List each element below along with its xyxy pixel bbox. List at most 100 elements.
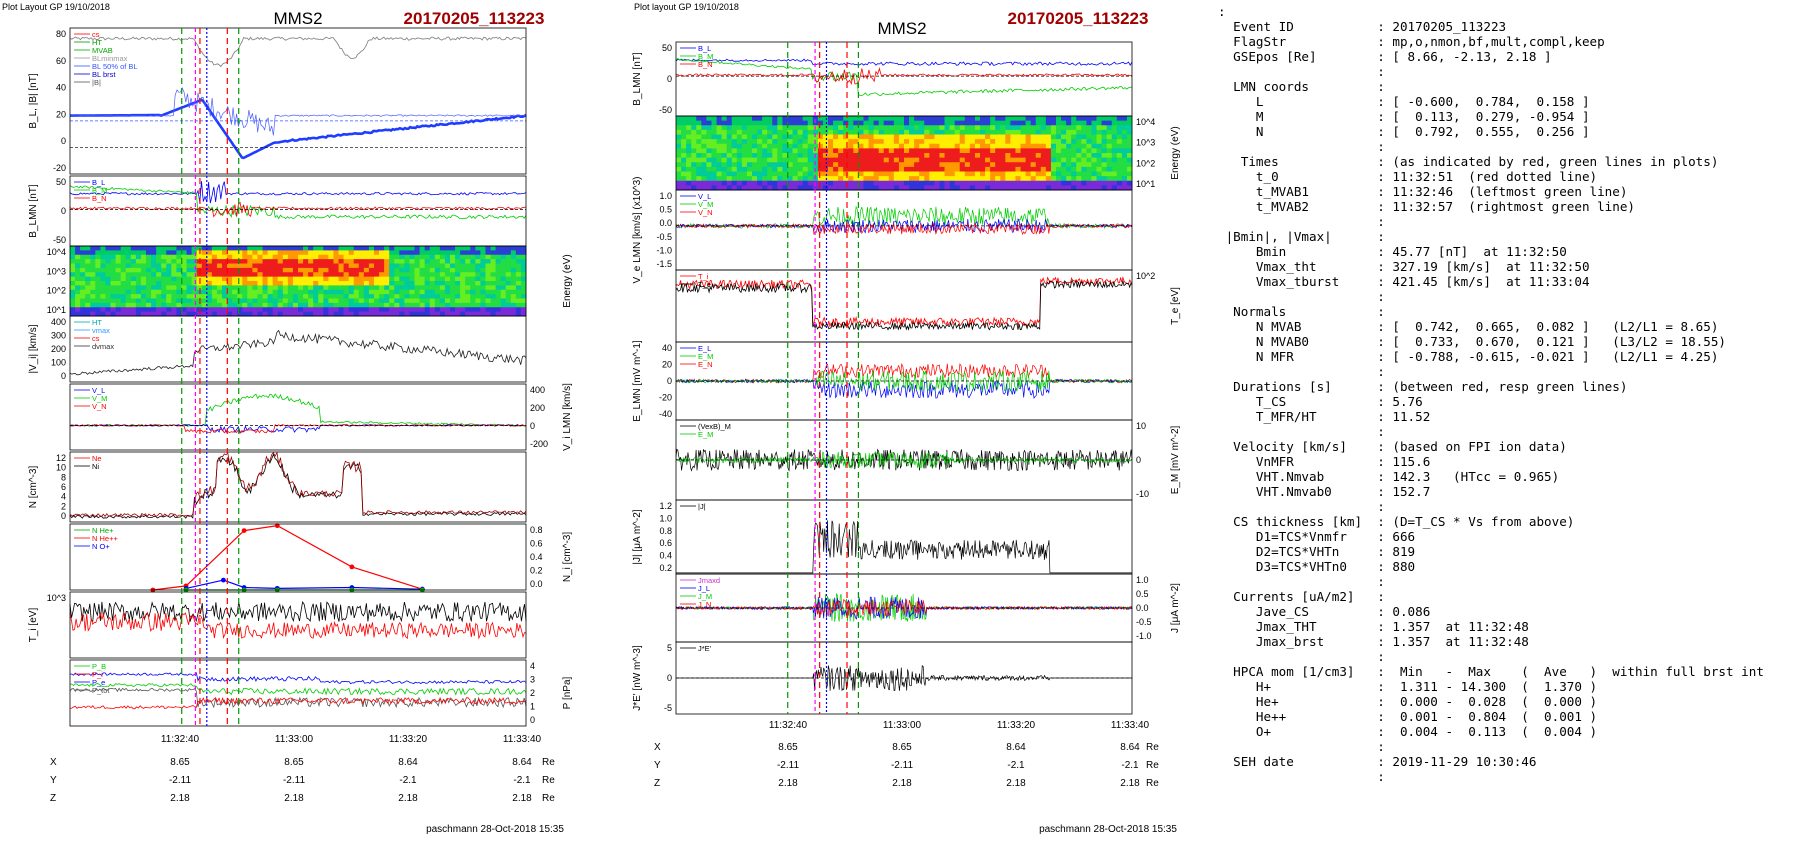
heat-cell <box>893 162 900 168</box>
heat-cell <box>414 259 420 264</box>
event-summary-panel: : Event ID : 20170205_113223 FlagStr : m… <box>1218 4 1798 804</box>
heat-cell <box>696 116 702 122</box>
heat-cell <box>490 254 496 260</box>
heat-cell <box>1035 157 1042 163</box>
heat-cell <box>115 294 122 299</box>
heat-cell <box>272 263 279 269</box>
heat-cell <box>828 153 834 159</box>
heat-cell <box>282 276 289 282</box>
heat-cell <box>1101 139 1108 145</box>
heat-cell <box>1066 116 1072 122</box>
heat-cell <box>191 272 198 278</box>
heat-cell <box>817 180 824 186</box>
heat-cell <box>146 254 152 260</box>
heat-cell <box>272 259 279 264</box>
heat-cell <box>893 129 900 135</box>
heat-cell <box>731 185 738 191</box>
heat-cell <box>272 272 279 278</box>
heat-cell <box>1101 180 1108 186</box>
heat-cell <box>181 307 187 313</box>
heat-cell <box>495 254 502 260</box>
heat-cell <box>893 139 900 145</box>
heat-cell <box>313 254 319 260</box>
R3-legend-entry: V_M <box>698 200 713 209</box>
heat-cell <box>924 176 930 182</box>
R8-ytick: -1.0 <box>1136 631 1152 641</box>
heat-cell <box>444 285 451 291</box>
heat-cell <box>1045 162 1052 168</box>
heat-cell <box>282 272 289 278</box>
heat-cell <box>944 148 950 154</box>
heat-cell <box>252 281 258 286</box>
heat-cell <box>878 139 885 145</box>
heat-cell <box>959 176 966 182</box>
heat-cell <box>909 143 915 149</box>
heat-cell <box>888 157 895 163</box>
heat-cell <box>460 250 466 256</box>
heat-cell <box>394 294 400 299</box>
heat-cell <box>379 311 385 317</box>
heat-cell <box>404 267 410 273</box>
heat-cell <box>298 281 304 286</box>
heat-cell <box>146 294 152 299</box>
heat-cell <box>348 246 355 251</box>
heat-cell <box>1020 171 1026 177</box>
heat-cell <box>1086 143 1092 149</box>
heat-cell <box>70 289 76 295</box>
heat-cell <box>490 298 496 304</box>
heat-cell <box>858 185 864 191</box>
heat-cell <box>1106 185 1113 191</box>
heat-cell <box>338 289 344 295</box>
R1-ytick: 50 <box>662 43 672 53</box>
heat-cell <box>1015 134 1021 140</box>
heat-cell <box>676 134 682 140</box>
heat-cell <box>313 272 319 278</box>
heat-cell <box>736 185 743 191</box>
heat-cell <box>404 302 410 308</box>
heat-cell <box>858 116 864 122</box>
heat-cell <box>1015 176 1021 182</box>
summary-line: VnMFR : 115.6 <box>1218 454 1431 469</box>
heat-cell <box>1061 153 1067 159</box>
L9-legend-entry: P_tot <box>92 686 110 695</box>
heat-cell <box>797 185 804 191</box>
heat-cell <box>909 171 915 177</box>
heat-cell <box>404 259 410 264</box>
heat-cell <box>1020 166 1026 172</box>
heat-cell <box>444 281 451 286</box>
heat-cell <box>762 162 768 168</box>
heat-cell <box>990 116 996 122</box>
R3-ytick: -1.5 <box>656 259 672 269</box>
heat-cell <box>237 285 243 291</box>
heat-cell <box>450 311 456 317</box>
R1-legend-entry: B_M <box>698 52 713 61</box>
heat-cell <box>353 307 360 313</box>
heat-cell <box>969 162 976 168</box>
heat-cell <box>485 259 491 264</box>
summary-line: N MVAB : [ 0.742, 0.665, 0.082 ] (L2/L1 … <box>1218 319 1719 334</box>
heat-cell <box>1091 157 1097 163</box>
heat-cell <box>1030 134 1037 140</box>
heat-cell <box>80 311 86 317</box>
heat-cell <box>186 298 192 304</box>
heat-cell <box>802 176 809 182</box>
heat-cell <box>389 276 395 282</box>
heat-cell <box>125 294 132 299</box>
heat-cell <box>419 289 426 295</box>
heat-cell <box>95 285 101 291</box>
heat-cell <box>455 307 461 313</box>
heat-cell <box>787 134 793 140</box>
heat-cell <box>146 302 152 308</box>
heat-cell <box>450 254 456 260</box>
heat-cell <box>186 259 192 264</box>
heat-cell <box>480 276 486 282</box>
heat-cell <box>701 157 707 163</box>
heat-cell <box>1050 129 1057 135</box>
heat-cell <box>1010 148 1016 154</box>
heat-cell <box>681 116 687 122</box>
heat-cell <box>1035 116 1042 122</box>
heat-cell <box>757 176 763 182</box>
heat-cell <box>348 294 355 299</box>
heat-cell <box>146 307 152 313</box>
heat-cell <box>1045 129 1052 135</box>
